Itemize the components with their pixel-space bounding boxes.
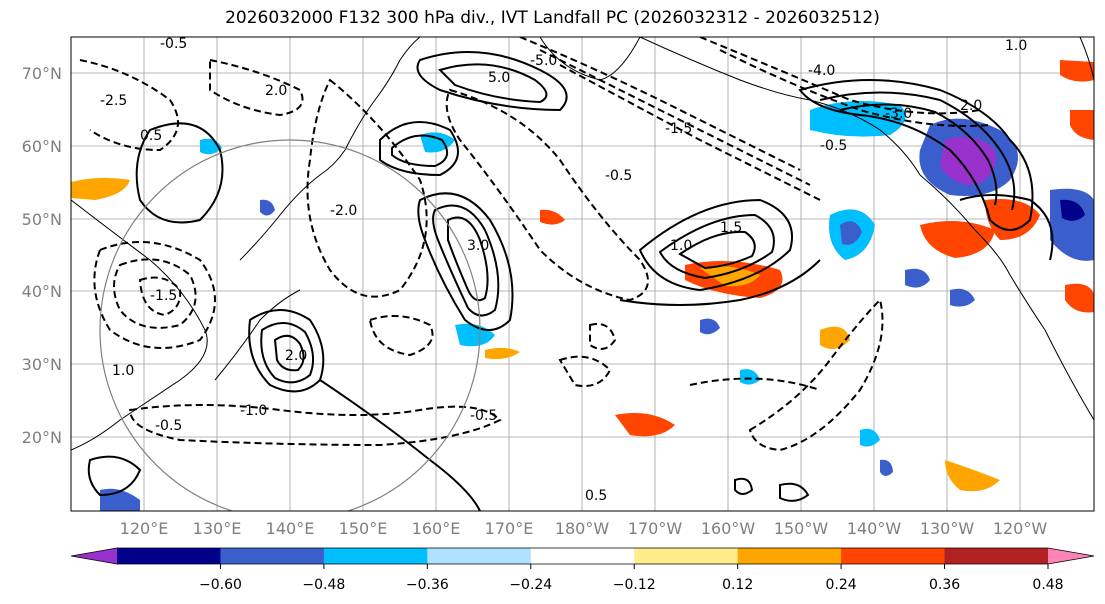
colorbar-extend-high bbox=[1048, 548, 1094, 564]
contour-label: -0.5 bbox=[470, 408, 497, 424]
contour-label: 2.0 bbox=[265, 83, 287, 99]
contour-label: -4.0 bbox=[808, 63, 835, 79]
contour-label: 1.0 bbox=[1005, 38, 1027, 54]
lon-label: 170°W bbox=[628, 519, 683, 538]
colorbar-tick-label: −0.60 bbox=[199, 577, 242, 593]
colorbar-tick-label: 0.36 bbox=[929, 577, 960, 593]
lon-label: 140°W bbox=[847, 519, 902, 538]
map-title: 2026032000 F132 300 hPa div., IVT Landfa… bbox=[225, 8, 880, 28]
lon-label: 140°E bbox=[266, 519, 315, 538]
lon-label: 130°E bbox=[193, 519, 242, 538]
colorbar-segment bbox=[220, 548, 325, 564]
coastlines bbox=[71, 37, 1094, 451]
contour-label: -1.5 bbox=[665, 121, 692, 137]
colorbar-tick-label: 0.12 bbox=[722, 577, 753, 593]
colorbar-segment bbox=[530, 548, 635, 564]
map-frame bbox=[70, 36, 1095, 512]
contour-label: 0.5 bbox=[140, 128, 162, 144]
colorbar-segment bbox=[737, 548, 842, 564]
contour-label: -3.0 bbox=[885, 106, 912, 122]
graticule bbox=[71, 37, 1094, 511]
colorbar-tick-label: 0.24 bbox=[826, 577, 857, 593]
lat-label: 60°N bbox=[22, 137, 62, 156]
contour-label: 3.0 bbox=[467, 238, 489, 254]
lon-label: 120°E bbox=[120, 519, 169, 538]
radius-circle bbox=[99, 139, 481, 511]
contour-label: -0.5 bbox=[820, 138, 847, 154]
contour-label: -5.0 bbox=[530, 53, 557, 69]
contour-label: 0.5 bbox=[585, 488, 607, 504]
contour-label: 1.0 bbox=[112, 363, 134, 379]
lat-label: 40°N bbox=[22, 282, 62, 301]
colorbar-extend-low bbox=[71, 548, 117, 564]
contour-label: 2.0 bbox=[285, 348, 307, 364]
longitude-labels: 120°E 130°E 140°E 150°E 160°E 170°E 180°… bbox=[120, 519, 1048, 538]
lon-label: 170°E bbox=[485, 519, 534, 538]
lat-label: 20°N bbox=[22, 428, 62, 447]
colorbar-segment bbox=[634, 548, 739, 564]
lat-label: 50°N bbox=[22, 210, 62, 229]
colorbar-segment bbox=[117, 548, 221, 564]
contour-label: -1.0 bbox=[240, 403, 267, 419]
lat-label: 70°N bbox=[22, 64, 62, 83]
contour-label: -0.5 bbox=[155, 418, 182, 434]
contour-labels: -0.5 -1.0 -1.5 -2.0 -2.5 -3.0 -4.0 -5.0 … bbox=[100, 36, 1027, 504]
colorbar: −0.60 −0.48 −0.36 −0.24 −0.12 0.12 0.24 0.36 0.4… bbox=[70, 547, 1095, 593]
latitude-labels: 70°N 60°N 50°N 40°N 30°N 20°N bbox=[22, 64, 62, 447]
contour-label: 1.0 bbox=[670, 238, 692, 254]
contour-label: -0.5 bbox=[160, 36, 187, 52]
contour-label: -1.5 bbox=[150, 288, 177, 304]
colorbar-segment bbox=[944, 548, 1049, 564]
contour-label: 1.5 bbox=[720, 220, 742, 236]
lon-label: 120°W bbox=[993, 519, 1048, 538]
lon-label: 130°W bbox=[920, 519, 975, 538]
colorbar-tick-label: −0.48 bbox=[302, 577, 345, 593]
colorbar-segment bbox=[427, 548, 532, 564]
colorbar-tick-label: −0.12 bbox=[613, 577, 656, 593]
colorbar-segment bbox=[841, 548, 946, 564]
colorbar-segment bbox=[323, 548, 428, 564]
colorbar-tick-label: −0.36 bbox=[406, 577, 449, 593]
lon-label: 160°E bbox=[412, 519, 461, 538]
map-area bbox=[71, 37, 1094, 511]
lon-label: 150°E bbox=[339, 519, 388, 538]
positive-contours bbox=[87, 51, 1054, 511]
colorbar-outline bbox=[70, 547, 1095, 565]
contour-label: 5.0 bbox=[488, 70, 510, 86]
contour-label: 2.0 bbox=[960, 98, 982, 114]
lon-label: 160°W bbox=[701, 519, 756, 538]
colorbar-tick-label: −0.24 bbox=[509, 577, 552, 593]
negative-contours bbox=[79, 37, 991, 452]
lon-label: 150°W bbox=[774, 519, 829, 538]
contour-label: -2.5 bbox=[100, 93, 127, 109]
lat-label: 30°N bbox=[22, 355, 62, 374]
lon-label: 180°W bbox=[555, 519, 610, 538]
colorbar-tick-label: 0.48 bbox=[1032, 577, 1063, 593]
contour-label: -0.5 bbox=[605, 168, 632, 184]
contour-label: -2.0 bbox=[330, 203, 357, 219]
